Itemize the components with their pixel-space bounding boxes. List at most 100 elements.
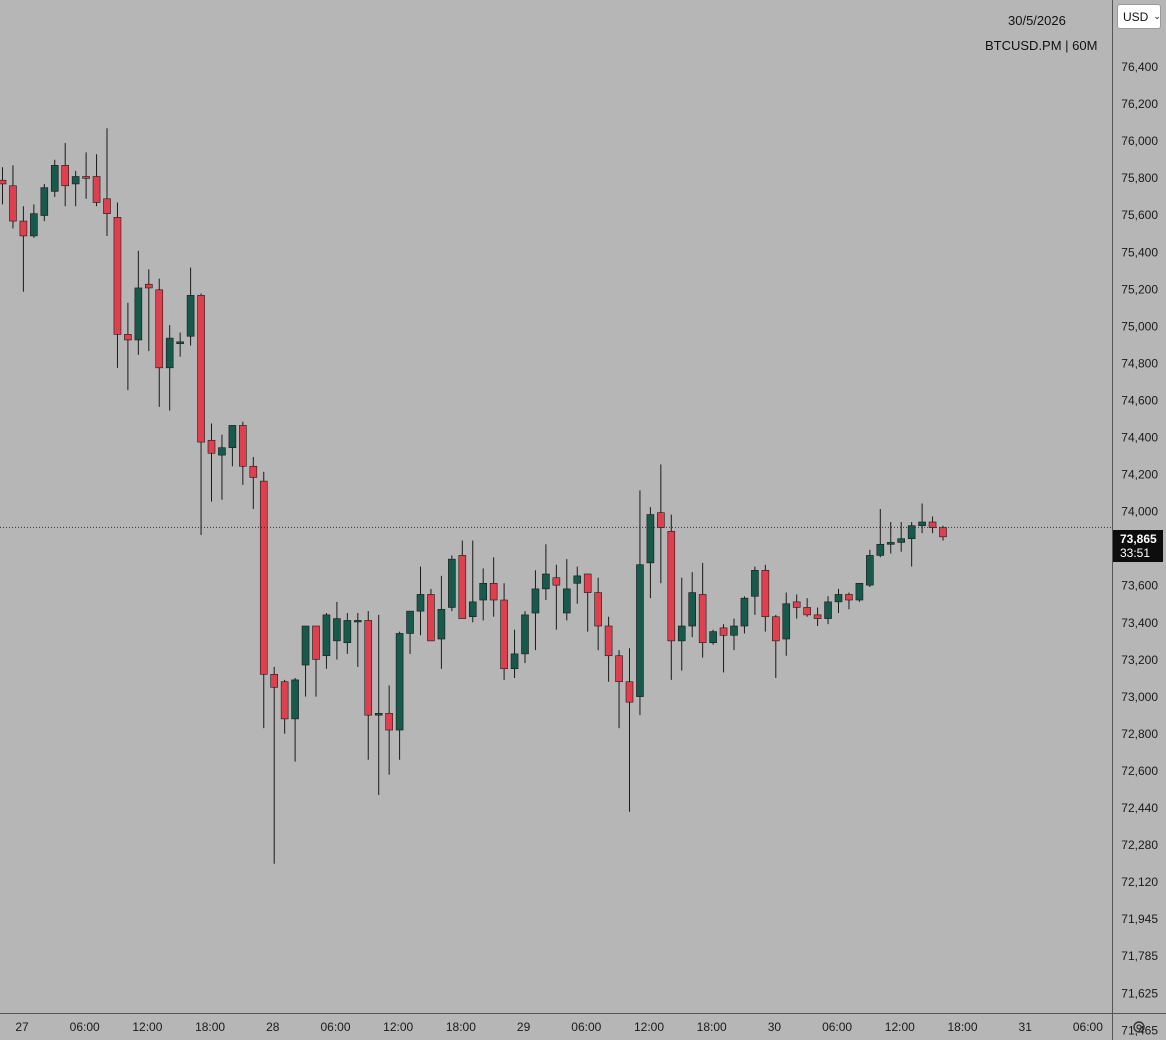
candle-body-up [531,588,540,614]
gear-icon[interactable] [1128,1016,1150,1038]
candle-body-down [552,577,561,586]
candle-body-up [301,625,310,666]
candle-body-down [845,594,853,601]
candle [124,302,132,391]
price-tick-label: 75,000 [1121,319,1158,333]
candle [30,204,38,238]
candle [176,332,184,357]
candle [103,128,111,236]
candle [636,490,644,716]
candle-body-down [615,655,623,683]
candle [427,588,435,642]
candle-body-up [448,558,456,608]
candle [40,183,49,222]
price-tick-label: 74,200 [1121,468,1158,482]
candle [322,613,331,669]
candle [897,521,906,552]
candle [886,521,895,554]
candle [343,613,352,654]
candle [646,507,655,599]
candle [761,564,770,632]
candle-body-up [416,594,425,612]
candle-body-up [886,542,895,545]
candle-body-down [312,625,320,660]
candle [479,568,488,621]
candle-body-up [897,538,906,543]
candle-body-up [866,555,874,586]
candle [218,434,226,500]
candle [416,566,425,636]
candle-body-down [270,674,279,688]
price-axis[interactable]: 76,400 76,200 76,000 75,800 75,600 75,400 75,2… [1121,60,1158,1037]
price-tick-label: 75,400 [1121,245,1158,259]
candle [291,678,299,762]
time-tick-label: 18:00 [446,1020,476,1034]
time-tick-label: 12:00 [634,1020,664,1034]
candle-body-up [134,287,143,341]
candle [834,588,843,614]
candle [437,575,446,669]
candle [207,423,216,502]
candle [709,629,717,645]
candle [939,525,947,541]
candle [270,666,279,864]
candle [395,631,404,760]
candle [730,618,738,651]
price-tick-label: 71,785 [1121,949,1158,963]
candle-body-down [583,573,592,593]
price-badge-value: 73,865 [1120,532,1157,546]
candle-body-down [604,625,613,657]
candle-body-up [510,653,519,670]
time-tick-label: 30 [768,1020,782,1034]
price-badge-countdown: 33:51 [1120,546,1150,560]
candle-body-up [646,514,655,564]
time-axis[interactable]: 27 06:00 12:00 18:00 28 06:00 12:00 18:00 29 06:0… [15,1020,1103,1034]
candle-body-up [479,582,488,601]
candle [604,616,613,682]
candle [583,573,592,632]
candles-group [0,128,947,864]
price-tick-label: 75,200 [1121,282,1158,296]
candle [312,625,320,697]
candle [301,625,310,697]
time-tick-label: 06:00 [70,1020,100,1034]
candle-body-up [782,603,791,640]
candle-body-down [113,217,122,335]
candle [824,596,832,625]
candle [280,679,289,734]
candle [792,594,801,619]
candle-body-up [71,176,80,185]
candle [9,165,17,229]
candle [113,202,122,368]
candle [677,577,686,671]
currency-select[interactable]: USD ⌄ [1117,4,1161,29]
candle-body-down [385,713,393,731]
symbol-label: BTCUSD.PM | 60M [985,38,1098,53]
candle [719,624,728,673]
candle-body-up [521,614,529,655]
candle [782,592,791,656]
candle [92,154,101,207]
candle-body-up [542,573,550,590]
candle-body-up [876,543,885,556]
candle [353,613,362,667]
candle-body-down [489,582,498,601]
time-tick-label: 29 [517,1020,531,1034]
candle-body-down [249,465,258,478]
time-tick-label: 12:00 [383,1020,413,1034]
candle [364,611,373,760]
candle-body-up [824,601,832,619]
candle [657,464,665,584]
candle-body-down [657,512,665,528]
candle [239,421,247,485]
candle-body-up [291,679,299,720]
candle [855,582,864,602]
candle [510,629,519,679]
candle [134,250,143,355]
candle-body-down [625,681,634,703]
price-tick-label: 71,465 [1121,1023,1158,1037]
candle [698,562,707,658]
time-tick-label: 18:00 [697,1020,727,1034]
price-tick-label: 72,440 [1121,801,1158,815]
